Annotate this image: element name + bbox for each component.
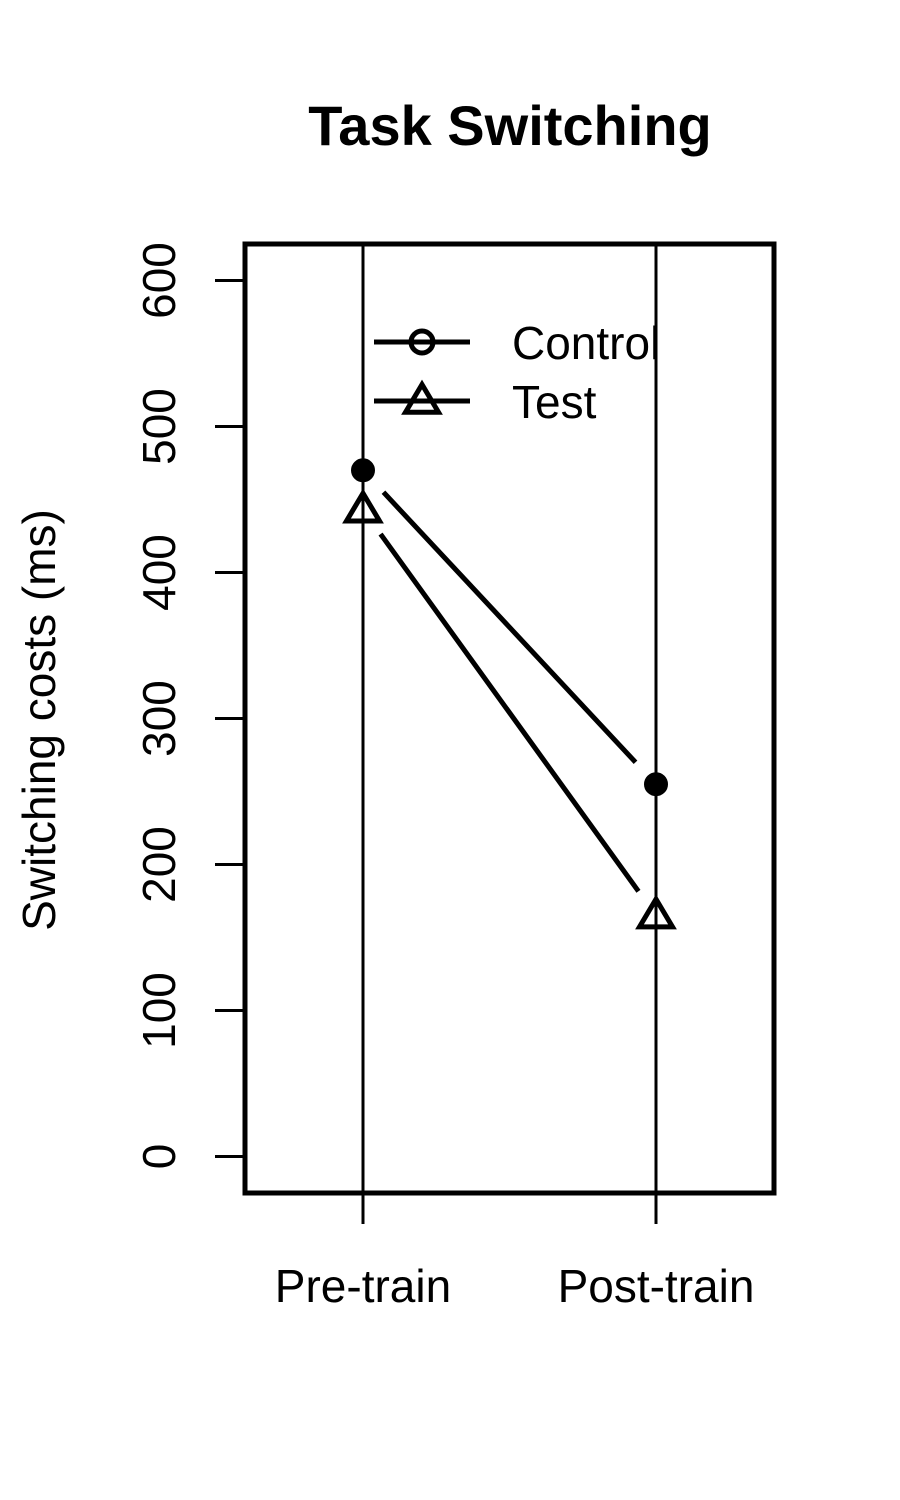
legend-marker-control <box>408 328 436 356</box>
series-control <box>351 458 668 797</box>
x-tick-label-2: Post-train <box>558 1260 755 1312</box>
x-axis: Pre-train Post-train <box>275 1193 755 1312</box>
series-line-test-1 <box>378 532 641 893</box>
y-axis: 0 100 200 300 400 500 600 <box>133 242 245 1169</box>
series-layer <box>342 458 677 930</box>
series-test <box>342 488 677 930</box>
series-line-control-1 <box>381 490 638 764</box>
chart-title: Task Switching <box>308 94 711 157</box>
legend-label-test: Test <box>512 376 597 428</box>
legend-label-control: Control <box>512 317 660 369</box>
data-point-test-1 <box>342 488 384 524</box>
data-point-control-2 <box>644 772 668 797</box>
legend: Control Test <box>374 317 660 428</box>
y-tick-label-300: 300 <box>133 680 185 757</box>
y-axis-label: Switching costs (ms) <box>13 509 65 931</box>
y-tick-label-200: 200 <box>133 826 185 903</box>
legend-marker-test <box>401 379 443 415</box>
y-tick-label-0: 0 <box>133 1144 185 1170</box>
category-lines <box>361 244 658 1193</box>
x-tick-label-1: Pre-train <box>275 1260 451 1312</box>
plot-frame <box>242 241 777 1196</box>
y-tick-label-500: 500 <box>133 388 185 465</box>
y-tick-label-100: 100 <box>133 972 185 1049</box>
y-tick-label-400: 400 <box>133 534 185 611</box>
data-point-test-2 <box>635 894 677 930</box>
y-tick-label-600: 600 <box>133 242 185 319</box>
data-point-control-1 <box>351 458 375 483</box>
